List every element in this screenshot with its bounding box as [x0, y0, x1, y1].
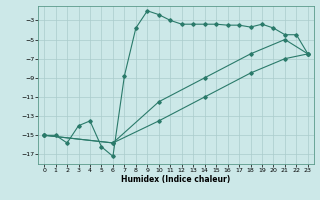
X-axis label: Humidex (Indice chaleur): Humidex (Indice chaleur): [121, 175, 231, 184]
